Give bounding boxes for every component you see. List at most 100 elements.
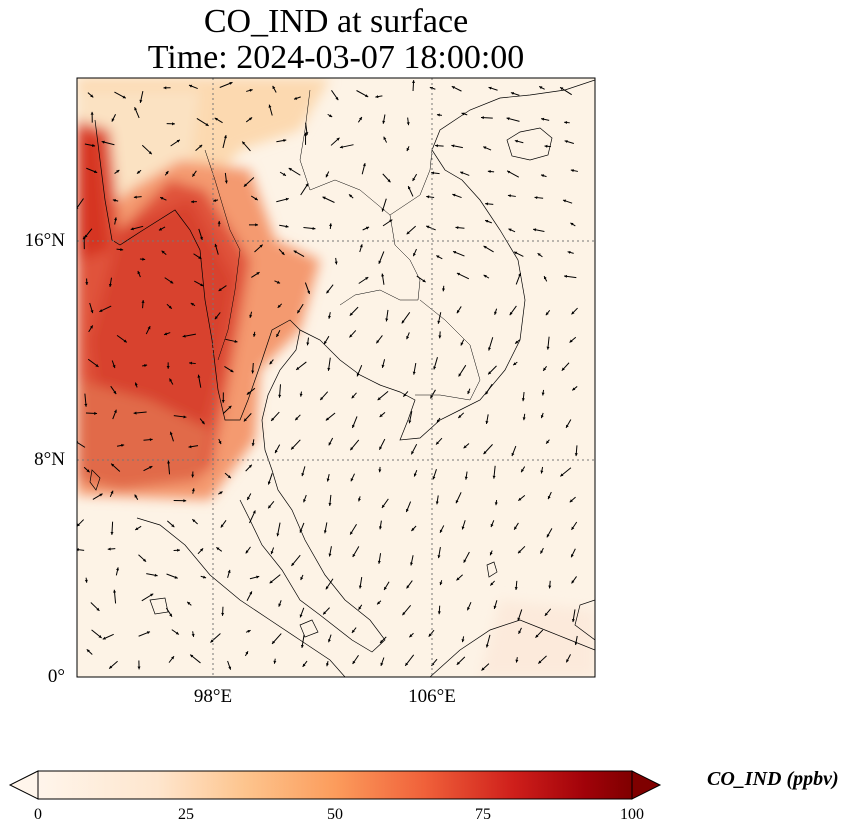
wind-arrow-head	[375, 95, 379, 99]
wind-arrow-head	[384, 586, 387, 590]
wind-arrow-head	[464, 476, 468, 480]
wind-arrow-head	[293, 250, 297, 254]
wind-arrow-head	[411, 527, 415, 531]
wind-arrow-head	[283, 139, 287, 143]
wind-arrow-head	[410, 562, 414, 566]
wind-arrow-head	[191, 488, 195, 492]
wind-arrow-head	[294, 96, 298, 100]
wind-arrow-head	[325, 417, 329, 421]
wind-arrow-head	[169, 613, 172, 617]
wind-arrow-head	[136, 170, 141, 174]
wind-arrow-head	[571, 526, 575, 530]
wind-arrow-head	[461, 112, 465, 116]
wind-arrow-head	[147, 326, 151, 330]
wind-arrow-head	[205, 123, 209, 126]
wind-arrow-head	[276, 333, 280, 338]
wind-arrow-head	[405, 508, 409, 513]
country-borders	[204, 89, 481, 401]
wind-arrow-head	[432, 476, 436, 480]
wind-arrow-head	[485, 219, 489, 223]
wind-arrow-head	[134, 382, 138, 386]
wind-arrow-head	[300, 576, 304, 581]
wind-arrow-head	[247, 630, 251, 633]
wind-arrow-head	[101, 140, 105, 144]
wind-arrow-head	[376, 340, 380, 344]
wind-arrow-head	[514, 587, 518, 590]
wind-arrow-head	[413, 253, 416, 257]
wind-arrow-head	[522, 417, 526, 421]
wind-arrow-head	[299, 529, 303, 533]
wind-arrow-head	[401, 320, 405, 324]
wind-arrow-head	[197, 374, 201, 378]
wind-arrow-head	[133, 195, 137, 199]
wind-arrow-head	[435, 501, 439, 505]
wind-arrow-head	[199, 236, 203, 240]
wind-arrow-head	[199, 144, 203, 148]
wind-arrow-head	[191, 200, 194, 204]
wind-arrow-head	[149, 438, 153, 442]
wind-arrow-head	[451, 144, 455, 148]
wind-arrow-head	[461, 526, 465, 530]
wind-arrow-head	[518, 497, 522, 501]
wind-arrow-head	[85, 282, 89, 285]
wind-arrow-head	[163, 86, 167, 90]
wind-arrow-head	[518, 273, 521, 277]
wind-arrow-head	[569, 499, 573, 503]
wind-arrow-head	[251, 370, 255, 374]
map-subtitle-time: Time: 2024-03-07 18:00:00	[147, 39, 525, 76]
colorbar-tick: 25	[178, 806, 194, 823]
wind-arrow-head	[506, 117, 510, 121]
wind-arrow-head	[485, 644, 489, 648]
wind-arrow-head	[216, 547, 220, 551]
wind-arrow-head	[161, 250, 165, 254]
wind-arrow-head	[306, 342, 310, 346]
wind-arrow-head	[377, 397, 381, 401]
wind-arrow-head	[326, 290, 330, 294]
wind-arrow-head	[328, 553, 332, 557]
wind-arrow-head	[377, 560, 381, 564]
wind-arrow-head	[174, 575, 178, 579]
wind-arrow-head	[541, 174, 545, 178]
wind-arrow-head	[148, 151, 152, 155]
wind-arrow-head	[574, 641, 578, 646]
wind-arrow-head	[541, 392, 545, 396]
wind-arrow-head	[256, 575, 260, 579]
wind-arrow-head	[521, 469, 524, 473]
wind-arrow-head	[191, 474, 195, 478]
wind-arrow-head	[547, 495, 551, 500]
wind-arrow-head	[540, 470, 544, 474]
wind-arrow-head	[540, 550, 544, 554]
wind-arrow-head	[188, 445, 192, 449]
wind-arrow-head	[259, 244, 263, 248]
wind-arrow-head	[406, 122, 410, 126]
wind-arrow-head	[436, 441, 440, 445]
wind-arrow-head	[437, 320, 441, 324]
wind-arrow-head	[121, 443, 125, 447]
wind-arrow-head	[513, 362, 517, 366]
wind-arrow-head	[291, 562, 295, 566]
wind-arrow-head	[299, 614, 303, 618]
wind-arrow-head	[380, 639, 384, 644]
wind-arrow-head	[493, 605, 497, 609]
wind-arrow-head	[514, 251, 518, 255]
wind-arrow-head	[169, 378, 173, 382]
wind-arrow-head	[223, 135, 227, 139]
wind-arrow-head	[518, 550, 522, 554]
wind-arrow-head	[192, 173, 196, 177]
wind-arrow-head	[571, 554, 574, 558]
wind-arrow-head	[84, 234, 88, 238]
wind-arrow-head	[430, 395, 434, 399]
wind-arrow-head	[352, 660, 356, 664]
wind-arrow-head	[249, 314, 253, 318]
wind-arrow-head	[107, 547, 111, 551]
wind-arrow-head	[546, 534, 550, 538]
wind-arrow-head	[249, 88, 253, 92]
wind-arrow-head	[182, 334, 186, 338]
wind-arrow-head	[187, 601, 191, 605]
wind-arrow-head	[278, 603, 282, 607]
wind-arrow-head	[108, 283, 112, 287]
wind-arrow-head	[200, 283, 204, 287]
wind-arrow-head	[439, 581, 443, 586]
wind-arrow-head	[116, 567, 120, 571]
wind-arrow-head	[571, 619, 575, 623]
